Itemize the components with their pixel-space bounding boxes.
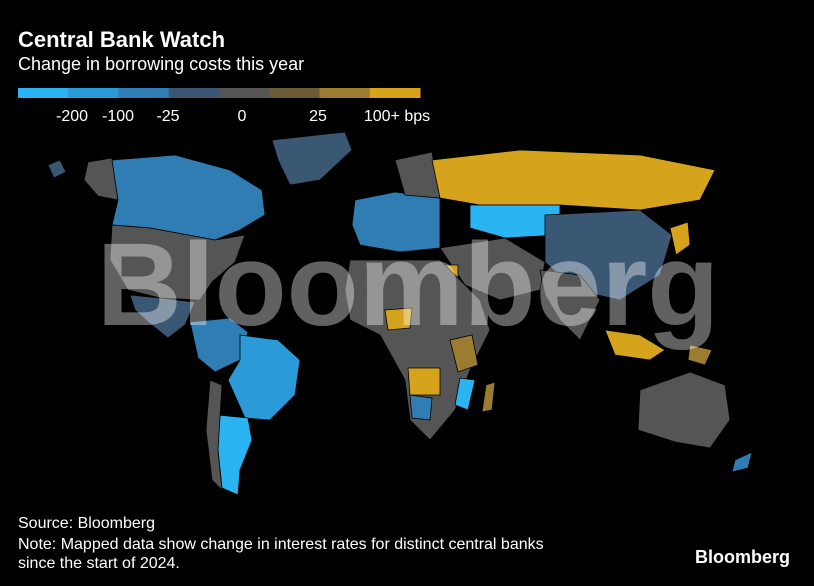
country	[407, 367, 441, 396]
legend-swatch	[269, 88, 320, 98]
country	[604, 329, 666, 361]
legend-swatch	[118, 88, 170, 98]
country	[637, 371, 731, 449]
country	[47, 159, 67, 179]
note: Note: Mapped data show change in interes…	[18, 536, 544, 553]
country	[111, 154, 266, 241]
world-map	[47, 131, 753, 496]
country	[481, 381, 496, 413]
country	[271, 131, 353, 186]
country	[83, 157, 119, 201]
legend-swatch	[219, 88, 270, 98]
country	[351, 191, 441, 253]
legend-swatch	[369, 88, 421, 98]
legend-label: 25	[309, 108, 327, 125]
subtitle: Change in borrowing costs this year	[18, 54, 304, 74]
country	[409, 394, 433, 421]
legend-label: 0	[238, 108, 247, 125]
country	[539, 269, 601, 341]
country	[449, 334, 479, 373]
legend-label: -200	[56, 108, 88, 125]
legend-label: 100+ bps	[364, 108, 430, 125]
country	[205, 379, 223, 492]
legend-label: -25	[156, 108, 179, 125]
legend-swatch	[18, 88, 69, 98]
country	[454, 377, 476, 411]
legend-label: -100	[102, 108, 134, 125]
legend-swatch	[319, 88, 371, 98]
country	[731, 451, 753, 473]
country	[687, 344, 713, 366]
country	[431, 149, 716, 211]
legend-swatch	[68, 88, 119, 98]
country	[384, 307, 413, 331]
source: Source: Bloomberg	[18, 515, 155, 532]
legend-swatch	[168, 88, 220, 98]
country	[227, 334, 301, 421]
country	[129, 294, 196, 339]
legend: -200 -100 -25 0 25 100+ bps	[18, 88, 430, 125]
watermark: Bloomberg	[97, 219, 720, 351]
country	[344, 259, 491, 441]
country	[469, 204, 561, 239]
note: since the start of 2024.	[18, 555, 180, 572]
logo: Bloomberg	[695, 547, 790, 567]
country	[109, 224, 246, 301]
title: Central Bank Watch	[18, 27, 225, 52]
country	[669, 221, 691, 256]
